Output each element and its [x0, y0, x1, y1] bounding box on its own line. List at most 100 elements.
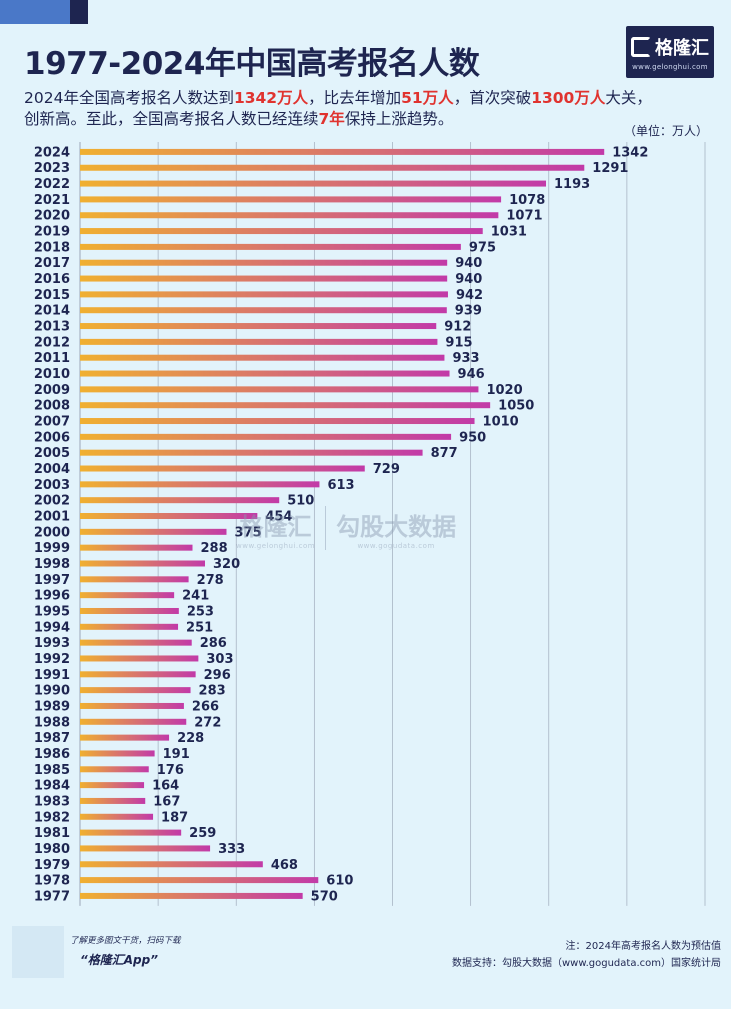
value-label: 288 [201, 541, 228, 556]
value-label: 950 [459, 430, 486, 445]
year-label: 2017 [34, 256, 70, 271]
bar [80, 323, 437, 330]
year-label: 1991 [34, 668, 70, 683]
year-label: 1984 [34, 779, 70, 794]
year-label: 1995 [34, 604, 70, 619]
bar [80, 481, 320, 488]
bar [80, 148, 605, 155]
value-label: 613 [327, 478, 354, 493]
value-label: 1020 [486, 383, 522, 398]
year-label: 1979 [34, 858, 70, 873]
year-label: 2019 [34, 225, 70, 240]
bar [80, 228, 483, 235]
bar [80, 418, 475, 425]
year-label: 2012 [34, 335, 70, 350]
value-label: 510 [287, 494, 314, 509]
year-label: 1980 [34, 842, 70, 857]
value-label: 1193 [554, 177, 590, 192]
logo-url: www.gelonghui.com [632, 62, 708, 71]
value-label: 278 [197, 573, 224, 588]
value-label: 933 [452, 351, 479, 366]
year-label: 2005 [34, 446, 70, 461]
year-label: 2003 [34, 478, 70, 493]
bar [80, 639, 192, 646]
bar [80, 892, 303, 899]
bar [80, 877, 319, 884]
year-label: 2006 [34, 430, 70, 445]
top-accent-bar-dark [70, 0, 88, 24]
value-label: 191 [163, 747, 190, 762]
value-label: 1050 [498, 399, 534, 414]
value-label: 333 [218, 842, 245, 857]
bar [80, 212, 499, 219]
year-label: 2016 [34, 272, 70, 287]
year-label: 1993 [34, 636, 70, 651]
bar [80, 307, 447, 314]
value-label: 253 [187, 604, 214, 619]
year-label: 1996 [34, 589, 70, 604]
bar [80, 386, 479, 393]
year-label: 1978 [34, 874, 70, 889]
year-label: 1997 [34, 573, 70, 588]
year-label: 2014 [34, 304, 70, 319]
year-label: 2009 [34, 383, 70, 398]
value-label: 942 [456, 288, 483, 303]
subtitle-line-1-segment-2: ，比去年增加 [308, 89, 402, 107]
bar [80, 544, 193, 551]
footer-source: 数据支持：勾股大数据（www.gogudata.com）国家统计局 [451, 958, 721, 969]
year-label: 2008 [34, 399, 70, 414]
bar [80, 797, 146, 804]
bar [80, 433, 452, 440]
bar [80, 449, 423, 456]
value-label: 1031 [491, 225, 527, 240]
bar [80, 845, 211, 852]
logo-g-icon [631, 36, 651, 57]
bar [80, 196, 502, 203]
year-label: 2015 [34, 288, 70, 303]
value-label: 1342 [612, 145, 648, 160]
year-label: 2002 [34, 494, 70, 509]
bar [80, 243, 461, 250]
year-label: 2010 [34, 367, 70, 382]
value-label: 228 [177, 731, 204, 746]
bar [80, 164, 585, 171]
value-label: 946 [458, 367, 485, 382]
year-label: 2021 [34, 193, 70, 208]
value-label: 375 [234, 525, 261, 540]
value-label: 283 [199, 684, 226, 699]
year-label: 2018 [34, 240, 70, 255]
subtitle-line-1-segment-0: 2024年全国高考报名人数达到 [24, 89, 234, 107]
bar [80, 370, 450, 377]
value-label: 1010 [483, 415, 519, 430]
value-label: 468 [271, 858, 298, 873]
year-label: 1977 [34, 889, 70, 904]
subtitle-line-1-segment-3: 51万人 [401, 89, 454, 107]
bar [80, 592, 175, 599]
value-label: 167 [153, 794, 180, 809]
bar [80, 671, 196, 678]
value-label: 251 [186, 620, 213, 635]
value-label: 187 [161, 810, 188, 825]
subtitle-line-2-segment-1: 7年 [318, 110, 345, 128]
bar [80, 861, 263, 868]
year-label: 2004 [34, 462, 70, 477]
bar [80, 607, 179, 614]
gelonghui-logo: 格隆汇 www.gelonghui.com [626, 26, 714, 78]
value-label: 241 [182, 589, 209, 604]
bar [80, 766, 149, 773]
value-label: 286 [200, 636, 227, 651]
year-label: 1990 [34, 684, 70, 699]
year-label: 1999 [34, 541, 70, 556]
year-label: 2000 [34, 525, 70, 540]
value-label: 975 [469, 240, 496, 255]
bar [80, 750, 155, 757]
bar [80, 829, 182, 836]
year-label: 2023 [34, 161, 70, 176]
bar [80, 687, 191, 694]
bar [80, 354, 445, 361]
subtitle-line-2: 创新高。至此，全国高考报名人数已经连续7年保持上涨趋势。 [24, 109, 714, 130]
year-label: 1986 [34, 747, 70, 762]
year-label: 1981 [34, 826, 70, 841]
value-label: 272 [194, 715, 221, 730]
